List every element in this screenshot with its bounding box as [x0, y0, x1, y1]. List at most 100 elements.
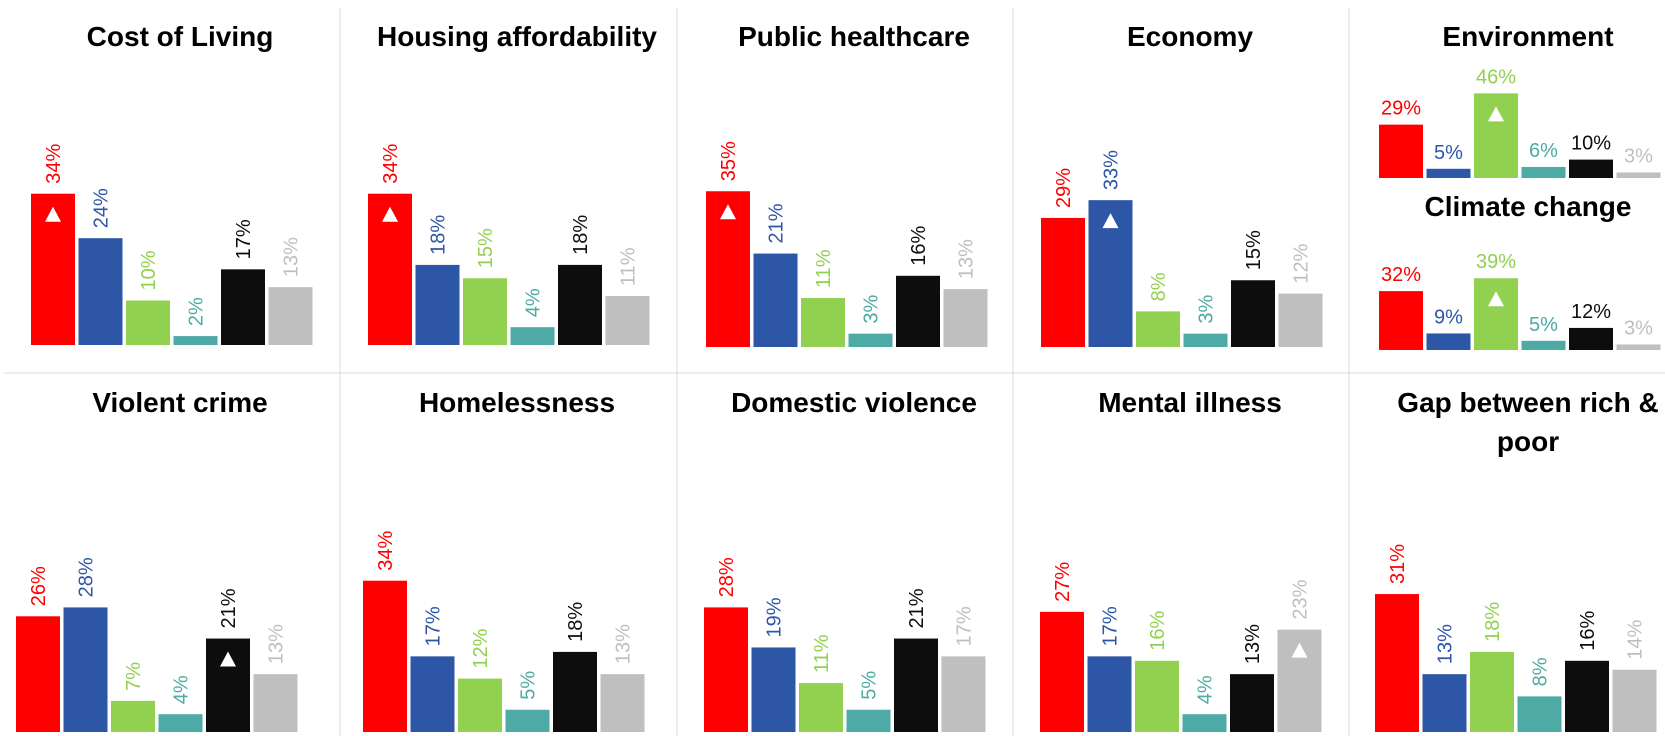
panel-title: Violent crime: [92, 387, 267, 418]
data-label: 6%: [1529, 140, 1558, 162]
increase-marker-icon: [382, 206, 398, 222]
panel-title: Homelessness: [419, 387, 615, 418]
bar: [1426, 333, 1471, 350]
data-label: 29%: [1381, 98, 1421, 120]
data-label: 33%: [1101, 150, 1123, 190]
data-label: 15%: [1243, 230, 1265, 270]
panel-title: Economy: [1127, 21, 1253, 52]
data-label: 11%: [811, 634, 833, 673]
data-label: 17%: [423, 606, 445, 646]
data-label: 13%: [266, 624, 288, 664]
panel-title: Climate change: [1425, 191, 1632, 222]
bar: [410, 656, 455, 732]
data-label: 17%: [1100, 606, 1122, 646]
data-label: 16%: [1577, 611, 1599, 651]
data-label: 4%: [171, 675, 193, 704]
data-label: 13%: [613, 624, 635, 664]
bar: [704, 607, 748, 732]
panel-violent-crime: Violent crime 26% 28% 7% 4% 21% 13%: [16, 387, 298, 732]
bar: [1474, 93, 1518, 178]
panel-cost-of-living: Cost of Living 34% 24% 10% 2% 17% 13%: [31, 21, 313, 345]
panel-title: Environment: [1442, 21, 1613, 52]
data-label: 7%: [123, 662, 145, 691]
panel-housing-affordability: Housing affordability 34% 18% 15% 4% 18% 11%: [368, 21, 657, 345]
data-label: 18%: [565, 602, 587, 642]
data-label: 29%: [1053, 168, 1075, 208]
data-label: 4%: [1195, 675, 1217, 704]
bar: [463, 278, 507, 345]
data-label: 13%: [1435, 624, 1457, 664]
data-label: 31%: [1387, 544, 1409, 584]
data-label: 13%: [956, 239, 978, 279]
bar: [1087, 656, 1132, 732]
bar: [1231, 280, 1275, 347]
data-label: 21%: [218, 588, 240, 628]
data-label: 28%: [716, 557, 738, 597]
bar: [16, 616, 60, 732]
data-label: 2%: [186, 297, 208, 326]
bar: [173, 336, 218, 345]
panel-public-healthcare: Public healthcare 35% 21% 11% 3% 16% 13%: [706, 21, 988, 347]
panel-title: Housing affordability: [377, 21, 657, 52]
data-label: 26%: [28, 566, 50, 606]
data-label: 18%: [1482, 602, 1504, 642]
data-label: 3%: [1196, 295, 1218, 324]
panel-title: Domestic violence: [731, 387, 977, 418]
bar: [600, 674, 645, 732]
data-label: 8%: [1530, 657, 1552, 686]
bar: [1569, 159, 1613, 178]
bar: [1470, 651, 1514, 732]
panel-homelessness: Homelessness 34% 17% 12% 5% 18% 13%: [363, 387, 645, 732]
bar: [510, 327, 555, 345]
bar: [941, 656, 986, 732]
bar: [1612, 669, 1657, 732]
bar: [848, 333, 893, 347]
data-label: 11%: [813, 249, 835, 288]
bar: [111, 700, 155, 732]
panel-climate-change: Climate change 32% 9% 39% 5% 12% 3%: [1379, 191, 1661, 350]
bar: [458, 678, 502, 732]
bar: [1474, 278, 1518, 350]
data-label: 16%: [908, 226, 930, 266]
bar: [1379, 124, 1423, 178]
bar: [1041, 217, 1085, 347]
bar: [1379, 291, 1423, 350]
data-label: 34%: [380, 143, 402, 183]
bar: [1375, 594, 1419, 732]
bar: [505, 709, 550, 732]
panel-domestic-violence: Domestic violence 28% 19% 11% 5% 21% 17%: [704, 387, 986, 732]
increase-marker-icon: [1291, 642, 1308, 658]
bar: [1183, 333, 1228, 347]
data-label: 5%: [1434, 142, 1463, 164]
data-label: 28%: [76, 557, 98, 597]
data-label: 5%: [1529, 314, 1558, 336]
data-label: 39%: [1476, 251, 1516, 273]
data-label: 3%: [1624, 145, 1653, 167]
bar: [363, 580, 407, 732]
data-label: 32%: [1381, 264, 1421, 286]
bar: [253, 674, 298, 732]
bar: [846, 709, 891, 732]
data-label: 12%: [1291, 243, 1313, 283]
data-label: 9%: [1434, 306, 1463, 328]
data-label: 11%: [618, 247, 640, 286]
panel-mental-illness: Mental illness 27% 17% 16% 4% 13% 23%: [1040, 387, 1322, 732]
panel-economy: Economy 29% 33% 8% 3% 15% 12%: [1041, 21, 1323, 347]
data-label: 8%: [1148, 272, 1170, 301]
increase-marker-icon: [1488, 106, 1504, 122]
bar: [158, 714, 203, 732]
bar: [415, 264, 460, 345]
bar: [78, 238, 123, 345]
bar: [63, 607, 108, 732]
bar: [558, 264, 602, 345]
data-label: 21%: [906, 588, 928, 628]
data-label: 15%: [475, 228, 497, 268]
data-label: 24%: [91, 188, 113, 228]
data-label: 10%: [138, 250, 160, 290]
data-label: 27%: [1052, 562, 1074, 602]
increase-marker-icon: [220, 651, 236, 667]
data-label: 3%: [861, 295, 883, 324]
bar: [1230, 674, 1274, 732]
bar: [896, 275, 940, 347]
data-label: 18%: [570, 215, 592, 255]
